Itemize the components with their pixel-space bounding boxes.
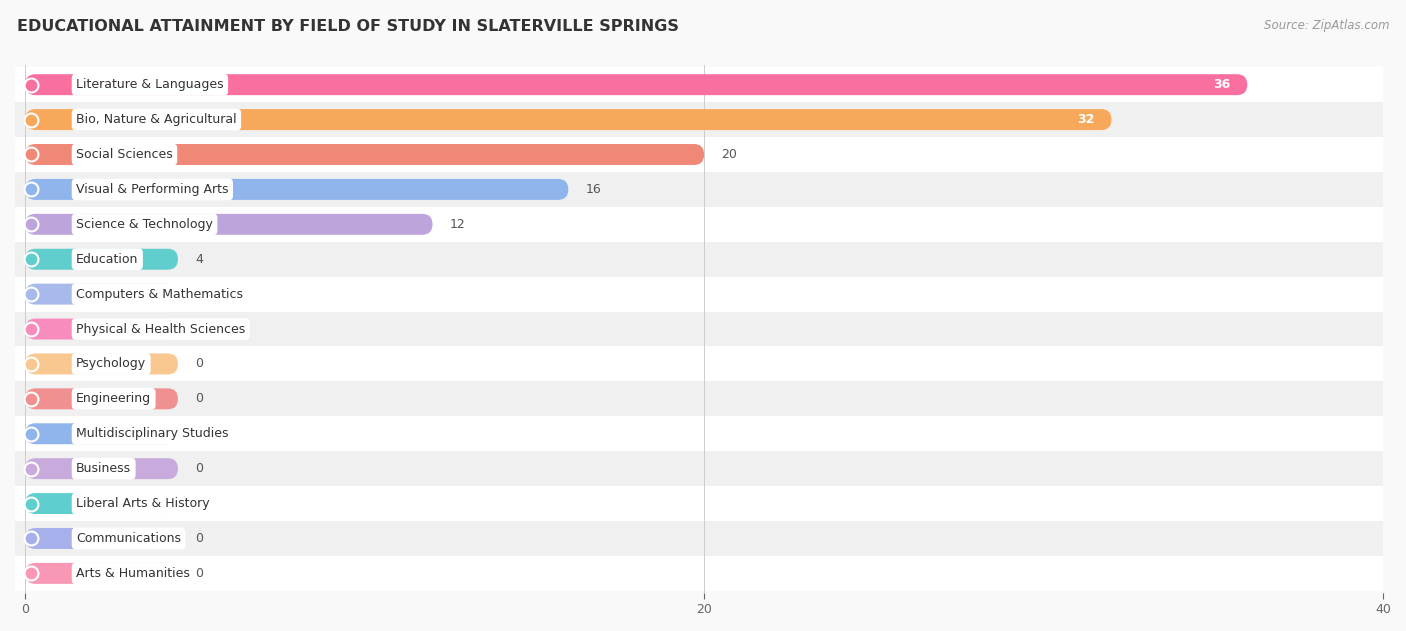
Text: 16: 16	[585, 183, 600, 196]
Text: 0: 0	[195, 357, 202, 370]
Text: Social Sciences: Social Sciences	[76, 148, 173, 161]
Text: Physical & Health Sciences: Physical & Health Sciences	[76, 322, 246, 336]
Bar	[15, 172, 1384, 207]
Text: 0: 0	[195, 322, 202, 336]
FancyBboxPatch shape	[25, 563, 179, 584]
Text: 36: 36	[1213, 78, 1230, 91]
FancyBboxPatch shape	[25, 493, 179, 514]
Bar	[15, 102, 1384, 137]
Text: Science & Technology: Science & Technology	[76, 218, 212, 231]
Text: 0: 0	[195, 288, 202, 300]
Text: Psychology: Psychology	[76, 357, 146, 370]
Text: Engineering: Engineering	[76, 392, 152, 405]
Bar	[15, 381, 1384, 416]
Bar	[15, 556, 1384, 591]
Text: 20: 20	[721, 148, 737, 161]
FancyBboxPatch shape	[25, 388, 179, 410]
FancyBboxPatch shape	[25, 109, 1112, 130]
Text: 12: 12	[450, 218, 465, 231]
Text: 0: 0	[195, 567, 202, 580]
Bar	[15, 451, 1384, 486]
Text: 0: 0	[195, 427, 202, 440]
Text: Computers & Mathematics: Computers & Mathematics	[76, 288, 243, 300]
Text: Education: Education	[76, 253, 138, 266]
Text: Arts & Humanities: Arts & Humanities	[76, 567, 190, 580]
Text: Source: ZipAtlas.com: Source: ZipAtlas.com	[1264, 19, 1389, 32]
Text: Liberal Arts & History: Liberal Arts & History	[76, 497, 209, 510]
Bar	[15, 68, 1384, 102]
Bar	[15, 486, 1384, 521]
Text: Communications: Communications	[76, 532, 181, 545]
Bar	[15, 521, 1384, 556]
FancyBboxPatch shape	[25, 528, 179, 549]
Text: Business: Business	[76, 462, 131, 475]
FancyBboxPatch shape	[25, 144, 704, 165]
Text: 0: 0	[195, 532, 202, 545]
FancyBboxPatch shape	[25, 319, 179, 339]
FancyBboxPatch shape	[25, 458, 179, 479]
FancyBboxPatch shape	[25, 179, 568, 200]
Bar	[15, 242, 1384, 276]
Text: Bio, Nature & Agricultural: Bio, Nature & Agricultural	[76, 113, 236, 126]
Text: 0: 0	[195, 392, 202, 405]
FancyBboxPatch shape	[25, 423, 179, 444]
Bar	[15, 207, 1384, 242]
Bar	[15, 416, 1384, 451]
Bar	[15, 312, 1384, 346]
Text: Literature & Languages: Literature & Languages	[76, 78, 224, 91]
Text: EDUCATIONAL ATTAINMENT BY FIELD OF STUDY IN SLATERVILLE SPRINGS: EDUCATIONAL ATTAINMENT BY FIELD OF STUDY…	[17, 19, 679, 34]
Text: 32: 32	[1077, 113, 1094, 126]
FancyBboxPatch shape	[25, 249, 179, 269]
FancyBboxPatch shape	[25, 74, 1247, 95]
Text: Visual & Performing Arts: Visual & Performing Arts	[76, 183, 229, 196]
FancyBboxPatch shape	[25, 214, 433, 235]
Bar	[15, 346, 1384, 381]
Text: Multidisciplinary Studies: Multidisciplinary Studies	[76, 427, 229, 440]
Text: 0: 0	[195, 497, 202, 510]
Bar	[15, 137, 1384, 172]
FancyBboxPatch shape	[25, 353, 179, 374]
Text: 4: 4	[195, 253, 202, 266]
Text: 0: 0	[195, 462, 202, 475]
Bar	[15, 276, 1384, 312]
FancyBboxPatch shape	[25, 284, 179, 305]
